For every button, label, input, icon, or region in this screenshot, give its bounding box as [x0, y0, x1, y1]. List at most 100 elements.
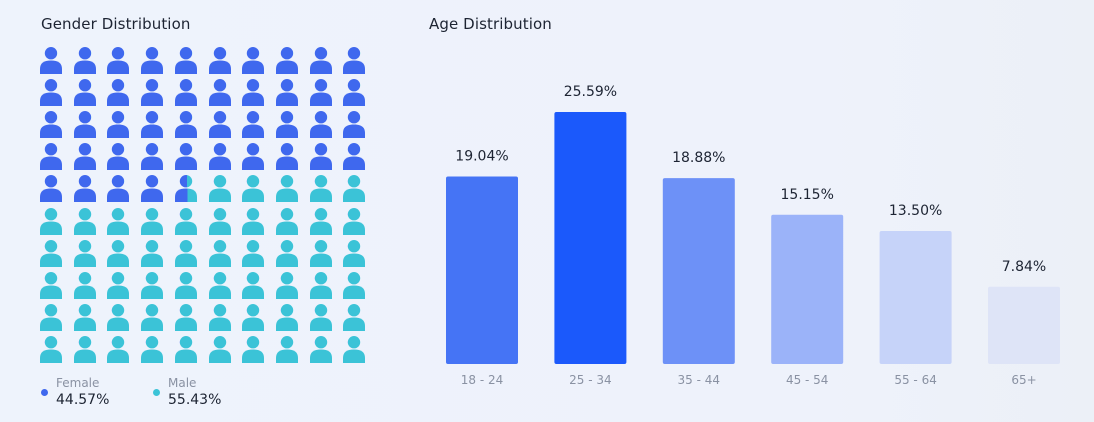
- legend-label-female: Female: [56, 376, 100, 390]
- person-icon: [40, 175, 62, 203]
- person-icon: [107, 143, 130, 171]
- person-icon: [343, 271, 366, 299]
- person-icon: [343, 335, 366, 363]
- person-icon: [208, 335, 231, 363]
- person-icon: [141, 271, 164, 299]
- gender-icon-grid: [39, 47, 379, 372]
- person-icon: [107, 207, 130, 235]
- bar-2: [662, 178, 735, 364]
- bar-value-label: 7.84%: [1002, 259, 1046, 275]
- x-tick-label: 45 - 54: [786, 373, 829, 387]
- person-icon: [275, 47, 298, 74]
- person-icon: [73, 335, 96, 363]
- person-icon: [107, 303, 130, 331]
- person-icon: [40, 303, 62, 331]
- person-icon: [242, 335, 265, 363]
- person-icon: [40, 47, 62, 74]
- person-icon: [141, 111, 164, 139]
- person-icon: [275, 111, 298, 139]
- person-icon: [73, 111, 96, 139]
- gender-chart-title: Gender Distribution: [41, 15, 191, 33]
- person-icon: [309, 175, 332, 203]
- person-icon: [174, 143, 197, 171]
- bar-1: [554, 112, 627, 364]
- person-icon: [208, 47, 231, 74]
- person-icon: [174, 175, 197, 203]
- person-icon: [343, 143, 366, 171]
- x-tick-label: 55 - 64: [894, 373, 937, 387]
- person-icon: [242, 111, 265, 139]
- legend-value-male: 55.43%: [168, 392, 222, 408]
- person-icon: [275, 239, 298, 267]
- person-icon: [141, 207, 164, 235]
- person-icon: [242, 207, 265, 235]
- person-icon: [275, 303, 298, 331]
- legend-value-female: 44.57%: [56, 392, 110, 408]
- person-icon: [208, 79, 231, 107]
- bar-value-label: 15.15%: [781, 187, 834, 203]
- person-icon: [141, 239, 164, 267]
- person-icon: [107, 175, 130, 203]
- bar-5: [988, 286, 1060, 364]
- person-icon: [343, 111, 366, 139]
- person-icon: [40, 239, 62, 267]
- person-icon: [73, 143, 96, 171]
- person-icon: [107, 335, 130, 363]
- person-icon: [141, 143, 164, 171]
- person-icon: [40, 207, 62, 235]
- person-icon: [242, 175, 265, 203]
- person-icon: [107, 111, 130, 139]
- person-icon: [174, 239, 197, 267]
- person-icon: [174, 79, 197, 107]
- person-icon: [73, 47, 96, 74]
- person-icon: [242, 79, 265, 107]
- person-icon: [208, 175, 231, 203]
- person-icon: [275, 175, 298, 203]
- person-icon: [309, 271, 332, 299]
- person-icon: [343, 207, 366, 235]
- person-icon: [242, 239, 265, 267]
- person-icon: [275, 335, 298, 363]
- person-icon: [275, 79, 298, 107]
- x-tick-label: 18 - 24: [461, 373, 504, 387]
- person-icon: [242, 47, 265, 74]
- person-icon: [174, 271, 197, 299]
- person-icon: [208, 143, 231, 171]
- person-icon: [309, 79, 332, 107]
- person-icon: [309, 47, 332, 74]
- person-icon: [40, 79, 62, 107]
- person-icon: [309, 111, 332, 139]
- person-icon: [174, 303, 197, 331]
- person-icon: [107, 239, 130, 267]
- person-icon: [107, 79, 130, 107]
- person-icon: [208, 271, 231, 299]
- person-icon: [40, 271, 62, 299]
- legend-label-male: Male: [168, 376, 197, 390]
- person-icon: [40, 335, 62, 363]
- person-icon: [309, 239, 332, 267]
- bar-4: [879, 231, 952, 364]
- bar-value-label: 25.59%: [564, 84, 617, 100]
- person-icon: [309, 207, 332, 235]
- person-icon: [73, 271, 96, 299]
- bar-value-label: 13.50%: [889, 203, 942, 219]
- person-icon: [275, 271, 298, 299]
- person-icon: [343, 303, 366, 331]
- person-icon: [309, 335, 332, 363]
- person-icon: [40, 111, 62, 139]
- person-icon: [73, 303, 96, 331]
- age-chart-title: Age Distribution: [429, 15, 552, 33]
- person-icon: [242, 271, 265, 299]
- person-icon: [73, 239, 96, 267]
- male-color-dot: [153, 389, 160, 396]
- person-icon: [208, 111, 231, 139]
- person-icon: [174, 335, 197, 363]
- person-icon: [174, 111, 197, 139]
- person-icon: [208, 239, 231, 267]
- person-icon: [174, 207, 197, 235]
- bar-3: [771, 214, 844, 364]
- female-color-dot: [41, 389, 48, 396]
- x-tick-label: 25 - 34: [569, 373, 612, 387]
- x-tick-label: 65+: [1011, 373, 1036, 387]
